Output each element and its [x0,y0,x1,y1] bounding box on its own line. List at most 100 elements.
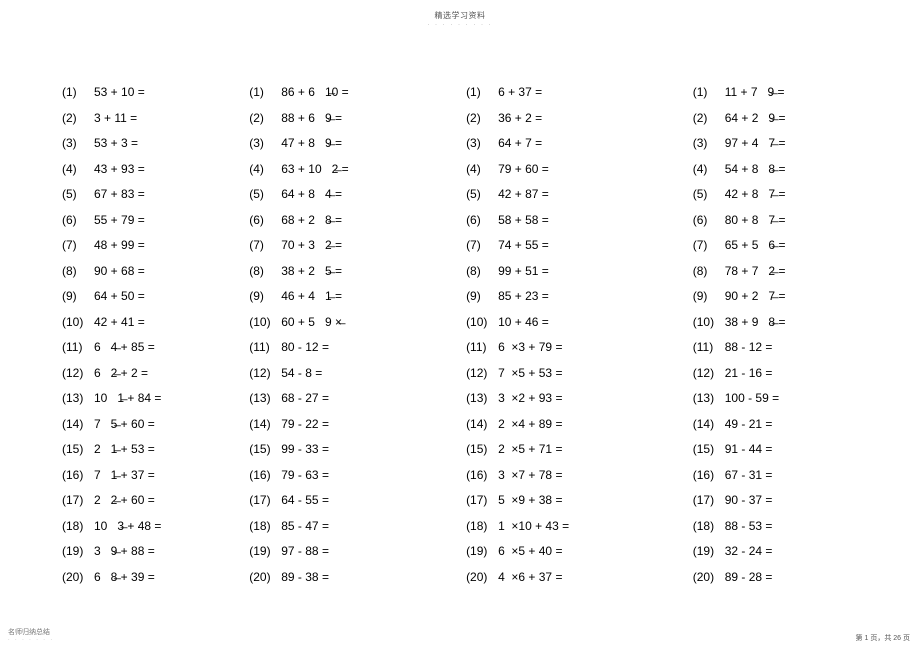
problem-index: (19) [693,544,725,558]
problem-row: (8)99 + 51 = [466,264,693,290]
problem-index: (7) [249,238,281,252]
problem-row: (6)80 + 8 7̶ = [693,213,880,239]
problem-index: (15) [466,442,498,456]
problem-row: (17)2 2̶ + 60 = [62,493,249,519]
problem-row: (14)49 - 21 = [693,417,880,443]
problem-expression: 1 ×10 + 43 = [498,519,569,533]
problem-expression: 6 8̶ + 39 = [94,570,155,584]
problem-row: (2)3 + 11 = [62,111,249,137]
problem-row: (11)80 - 12 = [249,340,466,366]
problem-row: (9)64 + 50 = [62,289,249,315]
problem-expression: 42 + 8 7̶ = [725,187,786,201]
problem-expression: 7 5̶ + 60 = [94,417,155,431]
problem-expression: 4 ×6 + 37 = [498,570,562,584]
problem-index: (7) [466,238,498,252]
problem-row: (15)99 - 33 = [249,442,466,468]
problem-expression: 90 - 37 = [725,493,773,507]
problem-index: (2) [466,111,498,125]
problem-expression: 7 1̶ + 37 = [94,468,155,482]
problem-row: (12)7 ×5 + 53 = [466,366,693,392]
problem-expression: 100 - 59 = [725,391,779,405]
problem-index: (6) [62,213,94,227]
problem-expression: 99 - 33 = [281,442,329,456]
problem-expression: 91 - 44 = [725,442,773,456]
problem-index: (4) [466,162,498,176]
problem-expression: 7 ×5 + 53 = [498,366,562,380]
problem-expression: 3 ×7 + 78 = [498,468,562,482]
problem-expression: 63 + 10 2̶ = [281,162,348,176]
problem-row: (19)97 - 88 = [249,544,466,570]
problem-expression: 21 - 16 = [725,366,773,380]
problem-expression: 68 + 2 8̶ = [281,213,342,227]
problem-row: (3)47 + 8 9̶ = [249,136,466,162]
problem-index: (4) [693,162,725,176]
problem-index: (14) [466,417,498,431]
problem-index: (6) [693,213,725,227]
problem-row: (13)68 - 27 = [249,391,466,417]
problem-index: (6) [249,213,281,227]
page-indicator: 第 1 页，共 26 页 [856,635,910,642]
problem-row: (15)2 1̶ + 53 = [62,442,249,468]
problem-expression: 60 + 5 9 ×̶ [281,315,342,329]
problem-expression: 38 + 2 5̶ = [281,264,342,278]
problem-row: (14)7 5̶ + 60 = [62,417,249,443]
problem-index: (18) [62,519,94,533]
header-title: 精选学习资料 [0,10,920,21]
problem-row: (9)90 + 2 7̶ = [693,289,880,315]
header-dots: · · · · · · · · · [0,22,920,28]
footer-left-text: 名师归纳总结 [8,627,54,637]
problem-row: (13)3 ×2 + 93 = [466,391,693,417]
problem-row: (2)64 + 2 9̶ = [693,111,880,137]
problem-index: (7) [62,238,94,252]
problem-index: (4) [62,162,94,176]
problem-expression: 6 ×5 + 40 = [498,544,562,558]
problem-row: (20)89 - 28 = [693,570,880,596]
problem-row: (20)89 - 38 = [249,570,466,596]
problem-index: (8) [62,264,94,278]
problem-index: (1) [249,85,281,99]
problem-index: (3) [249,136,281,150]
problem-row: (4)63 + 10 2̶ = [249,162,466,188]
problem-expression: 38 + 9 8̶ = [725,315,786,329]
problem-row: (19)32 - 24 = [693,544,880,570]
column-3: (1)6 + 37 =(2)36 + 2 =(3)64 + 7 =(4)79 +… [466,85,693,595]
problem-row: (16)3 ×7 + 78 = [466,468,693,494]
problem-index: (18) [249,519,281,533]
problem-expression: 79 - 63 = [281,468,329,482]
problem-row: (20)6 8̶ + 39 = [62,570,249,596]
problem-expression: 85 - 47 = [281,519,329,533]
problem-index: (18) [693,519,725,533]
problem-expression: 10 + 46 = [498,315,549,329]
problem-expression: 79 + 60 = [498,162,549,176]
problem-index: (8) [249,264,281,278]
problem-index: (6) [466,213,498,227]
problem-row: (12)54 - 8 = [249,366,466,392]
problem-index: (16) [249,468,281,482]
footer-left: 名师归纳总结 · · · · · · · [8,627,54,643]
problem-row: (5)64 + 8 4̶ = [249,187,466,213]
problem-index: (20) [693,570,725,584]
problem-expression: 42 + 41 = [94,315,145,329]
problem-expression: 10 3̶ + 48 = [94,519,161,533]
problem-expression: 64 - 55 = [281,493,329,507]
problem-row: (19)6 ×5 + 40 = [466,544,693,570]
problem-row: (8)90 + 68 = [62,264,249,290]
problem-index: (19) [249,544,281,558]
column-4: (1)11 + 7 9̶ =(2)64 + 2 9̶ =(3)97 + 4 7̶… [693,85,880,595]
problem-index: (8) [693,264,725,278]
problem-index: (17) [693,493,725,507]
problem-row: (1)53 + 10 = [62,85,249,111]
problem-row: (15)2 ×5 + 71 = [466,442,693,468]
problem-expression: 43 + 93 = [94,162,145,176]
problem-expression: 10 1̶ + 84 = [94,391,161,405]
problem-row: (4)79 + 60 = [466,162,693,188]
problem-index: (2) [249,111,281,125]
problem-row: (7)48 + 99 = [62,238,249,264]
problem-row: (5)42 + 87 = [466,187,693,213]
problem-index: (11) [62,340,94,354]
problem-expression: 6 + 37 = [498,85,542,99]
problem-expression: 64 + 50 = [94,289,145,303]
column-2: (1)86 + 6 1̶0 =(2)88 + 6 9̶ =(3)47 + 8 9… [249,85,466,595]
problem-expression: 5 ×9 + 38 = [498,493,562,507]
footer-right: 第 1 页，共 26 页 [856,633,910,643]
